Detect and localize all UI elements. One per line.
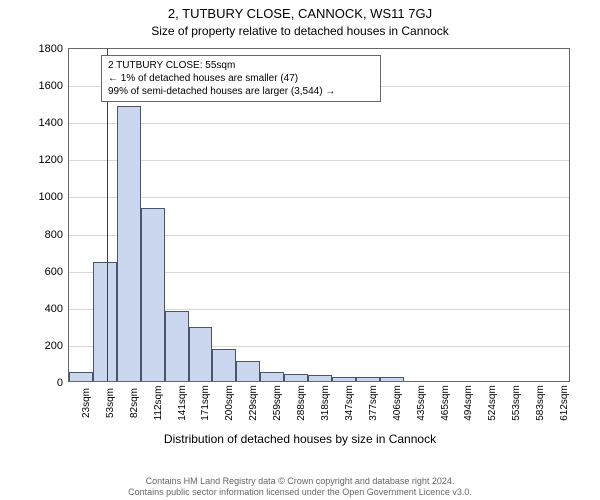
histogram-bar — [165, 311, 189, 382]
histogram-bar — [189, 327, 213, 381]
histogram-bar — [260, 372, 284, 381]
x-axis-label: Distribution of detached houses by size … — [0, 432, 600, 446]
histogram-bar — [332, 377, 356, 381]
x-tick-label: 612sqm — [559, 385, 570, 421]
histogram-bar — [308, 375, 332, 381]
x-tick-label: 524sqm — [487, 385, 498, 421]
gridline — [69, 197, 569, 198]
footer-line-1: Contains HM Land Registry data © Crown c… — [146, 476, 455, 486]
x-tick-label: 23sqm — [81, 388, 92, 418]
histogram-bar — [236, 361, 260, 381]
y-tick-label: 600 — [45, 266, 63, 278]
x-tick-label: 82sqm — [129, 388, 140, 418]
histogram-bar — [284, 374, 308, 381]
x-tick-label: 406sqm — [392, 385, 403, 421]
x-tick-label: 259sqm — [272, 385, 283, 421]
x-tick-label: 200sqm — [224, 385, 235, 421]
x-tick-label: 141sqm — [177, 385, 188, 421]
chart-subtitle: Size of property relative to detached ho… — [0, 24, 600, 38]
y-tick-label: 200 — [45, 340, 63, 352]
annotation-box: 2 TUTBURY CLOSE: 55sqm← 1% of detached h… — [101, 55, 381, 102]
x-tick-label: 171sqm — [200, 385, 211, 421]
annotation-line: ← 1% of detached houses are smaller (47) — [108, 72, 374, 85]
y-tick-label: 0 — [57, 377, 63, 389]
histogram-bar — [141, 208, 165, 381]
annotation-line: 2 TUTBURY CLOSE: 55sqm — [108, 59, 374, 72]
x-tick-label: 53sqm — [105, 388, 116, 418]
x-tick-label: 288sqm — [296, 385, 307, 421]
y-tick-label: 1200 — [39, 154, 63, 166]
histogram-bar — [212, 349, 236, 381]
y-tick-label: 1000 — [39, 191, 63, 203]
y-tick-label: 400 — [45, 303, 63, 315]
histogram-bar — [93, 262, 117, 381]
x-tick-label: 465sqm — [440, 385, 451, 421]
x-tick-label: 318sqm — [320, 385, 331, 421]
gridline — [69, 123, 569, 124]
histogram-bar — [380, 377, 404, 381]
x-tick-label: 494sqm — [463, 385, 474, 421]
histogram-bar — [117, 106, 141, 381]
chart-container: 2, TUTBURY CLOSE, CANNOCK, WS11 7GJ Size… — [0, 0, 600, 500]
x-tick-label: 553sqm — [511, 385, 522, 421]
x-tick-label: 112sqm — [153, 386, 164, 421]
x-tick-label: 229sqm — [248, 385, 259, 421]
plot-area: 02004006008001000120014001600180023sqm53… — [68, 48, 570, 382]
y-tick-label: 800 — [45, 229, 63, 241]
x-tick-label: 435sqm — [416, 385, 427, 421]
y-tick-label: 1400 — [39, 117, 63, 129]
histogram-bar — [356, 377, 380, 381]
y-tick-label: 1600 — [39, 80, 63, 92]
footer-attribution: Contains HM Land Registry data © Crown c… — [0, 476, 600, 499]
y-tick-label: 1800 — [39, 43, 63, 55]
histogram-bar — [69, 372, 93, 381]
x-tick-label: 583sqm — [535, 385, 546, 421]
gridline — [69, 160, 569, 161]
x-tick-label: 377sqm — [368, 385, 379, 421]
annotation-line: 99% of semi-detached houses are larger (… — [108, 85, 374, 98]
x-tick-label: 347sqm — [344, 385, 355, 421]
chart-title: 2, TUTBURY CLOSE, CANNOCK, WS11 7GJ — [0, 6, 600, 21]
footer-line-2: Contains public sector information licen… — [128, 487, 472, 497]
